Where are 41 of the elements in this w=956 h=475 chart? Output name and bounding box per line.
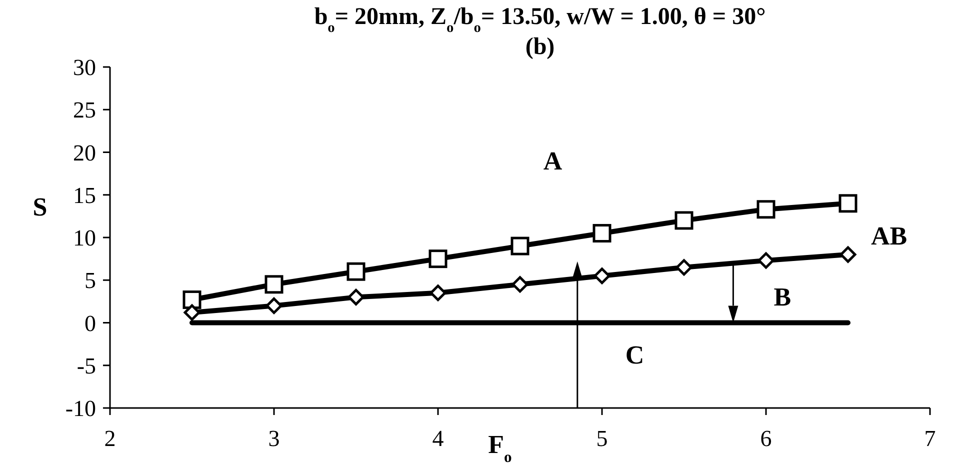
- point: [182, 290, 202, 309]
- y-tick-label: 0: [84, 310, 96, 336]
- y-tick-label: -5: [76, 353, 96, 378]
- point: [430, 284, 446, 302]
- point: [512, 276, 528, 293]
- point: [594, 268, 610, 284]
- chart-subtitle: (b): [525, 34, 555, 60]
- point: [266, 297, 282, 314]
- point: [428, 250, 448, 268]
- point: [838, 194, 858, 213]
- point: [758, 252, 774, 269]
- x-axis-title: F$_{o}$: [488, 430, 512, 466]
- chart-title: b$_{o}$= 20mm, Z$_{o}$/b$_{o}$= 13.50, w/W = 1.00, θ = 30°: [314, 4, 766, 36]
- point: [840, 246, 856, 263]
- point: [676, 259, 692, 276]
- y-tick-label: 5: [84, 268, 96, 294]
- point: [674, 211, 694, 230]
- annotation: A: [543, 146, 562, 176]
- point: [346, 262, 366, 281]
- x-tick-label: 3: [268, 426, 280, 451]
- point: [756, 200, 776, 219]
- point: [510, 236, 530, 256]
- point: [264, 275, 284, 294]
- y-tick-label: 10: [73, 226, 96, 250]
- x-tick-label: 4: [432, 426, 444, 451]
- x-tick-label: 5: [596, 426, 608, 451]
- y-tick-label: 15: [73, 182, 96, 208]
- y-tick-label: 30: [73, 55, 96, 80]
- y-tick-label: 20: [73, 140, 96, 166]
- y-axis-title: S: [32, 192, 48, 222]
- annotation: B: [774, 282, 792, 312]
- x-tick-label: 7: [924, 426, 936, 451]
- x-tick-label: 2: [104, 426, 116, 451]
- point: [184, 304, 200, 321]
- annotation: AB: [870, 221, 908, 250]
- annotation: C: [625, 340, 644, 370]
- y-tick-label: -10: [65, 396, 96, 421]
- x-tick-label: 6: [760, 426, 772, 451]
- y-tick-label: 25: [73, 98, 96, 123]
- point: [348, 288, 364, 306]
- point: [592, 224, 612, 242]
